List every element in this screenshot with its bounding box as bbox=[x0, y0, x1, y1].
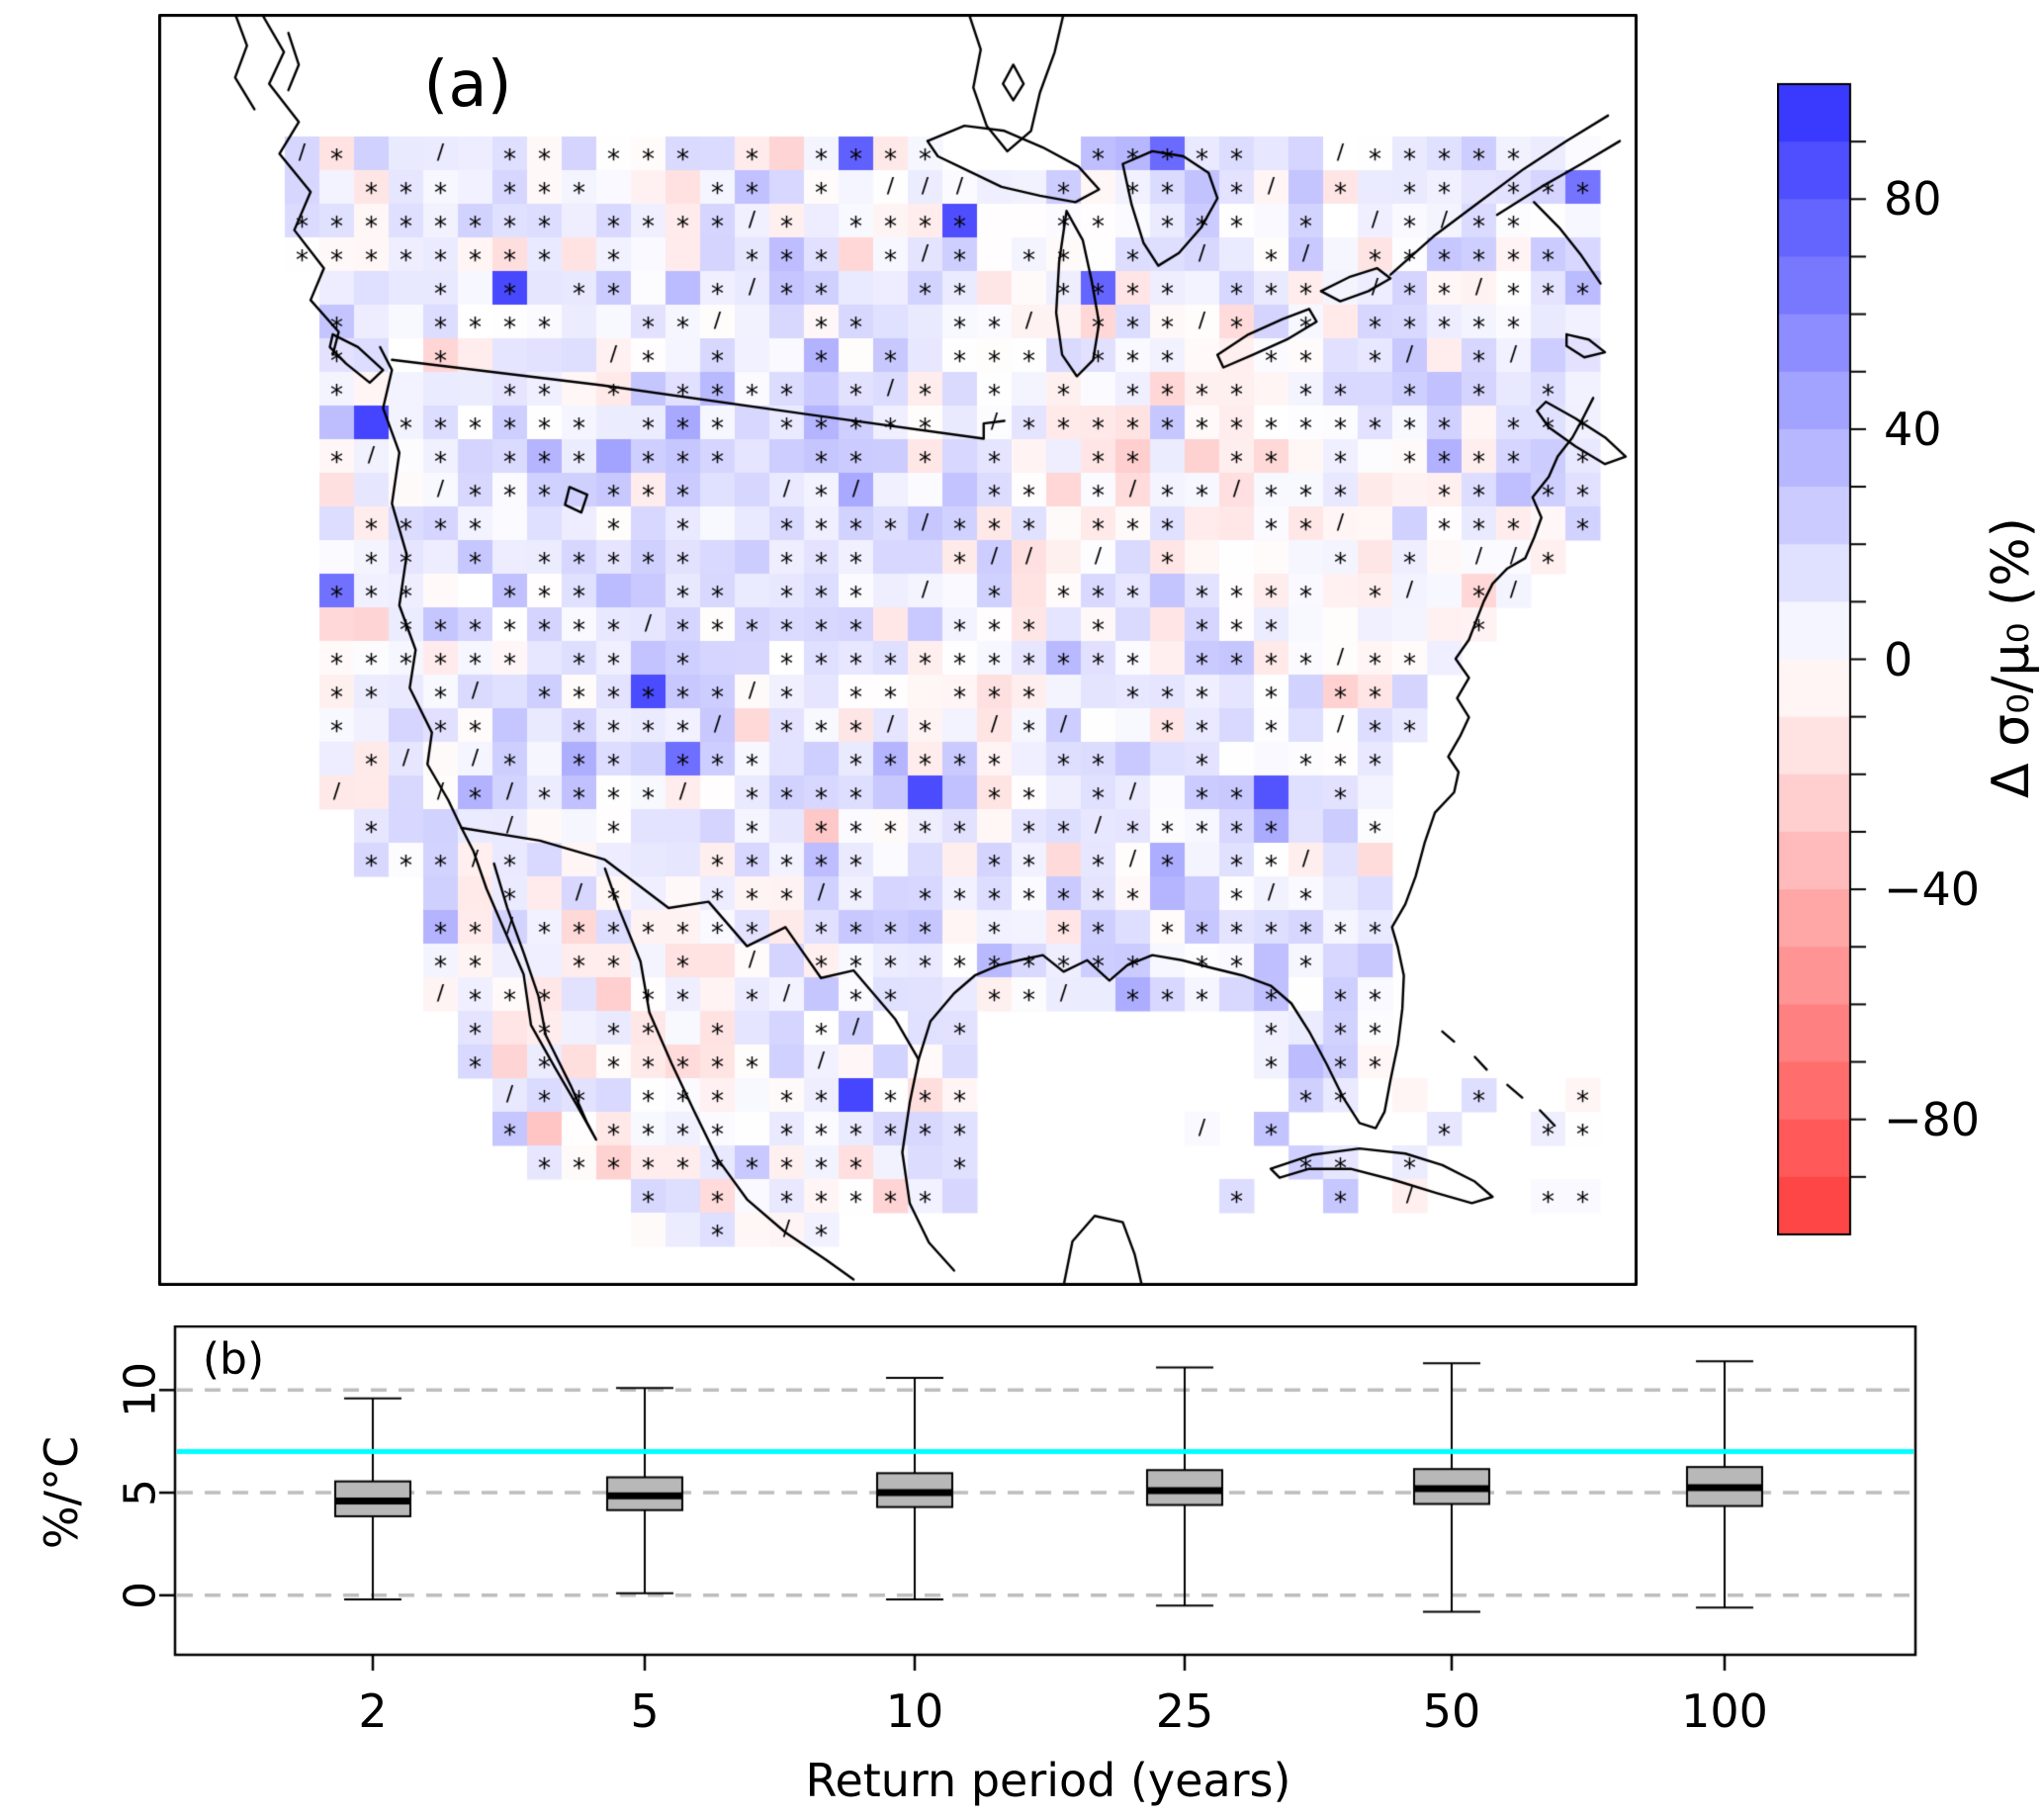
boxplot-panel: (b) 2 5 10 25 50 100 0 5 10 Return period (year… bbox=[35, 1325, 2044, 1820]
x-tick-label: 10 bbox=[885, 1684, 944, 1738]
panel-a-label: (a) bbox=[423, 48, 512, 122]
colorbar: 80 40 0 −40 −80 Δ σ₀/μ₀ (%) bbox=[1777, 82, 2044, 1236]
y-tick-label: 5 bbox=[115, 1479, 166, 1507]
y-tick-label: 0 bbox=[115, 1581, 166, 1609]
colorbar-tick-label: 0 bbox=[1884, 632, 1913, 686]
us-heatmap-canvas bbox=[158, 14, 1638, 1286]
colorbar-canvas bbox=[1777, 82, 1871, 1236]
x-tick-label: 25 bbox=[1155, 1684, 1214, 1738]
boxplot-canvas bbox=[138, 1325, 1918, 1684]
y-tick-label: 10 bbox=[115, 1362, 166, 1418]
colorbar-axis-label: Δ σ₀/μ₀ (%) bbox=[1982, 517, 2041, 798]
map-panel: (a) bbox=[158, 14, 1638, 1286]
colorbar-tick-label: −40 bbox=[1884, 863, 1981, 917]
x-tick-label: 50 bbox=[1422, 1684, 1481, 1738]
colorbar-tick-label: 80 bbox=[1884, 172, 1942, 227]
x-axis-label: Return period (years) bbox=[805, 1754, 1291, 1807]
x-tick-label: 5 bbox=[630, 1684, 660, 1738]
x-tick-label: 100 bbox=[1681, 1684, 1768, 1738]
panel-b-label: (b) bbox=[202, 1333, 265, 1385]
colorbar-tick-label: 40 bbox=[1884, 402, 1942, 456]
x-tick-label: 2 bbox=[358, 1684, 388, 1738]
y-axis-label: %/°C bbox=[35, 1435, 88, 1550]
colorbar-tick-label: −80 bbox=[1884, 1092, 1981, 1146]
